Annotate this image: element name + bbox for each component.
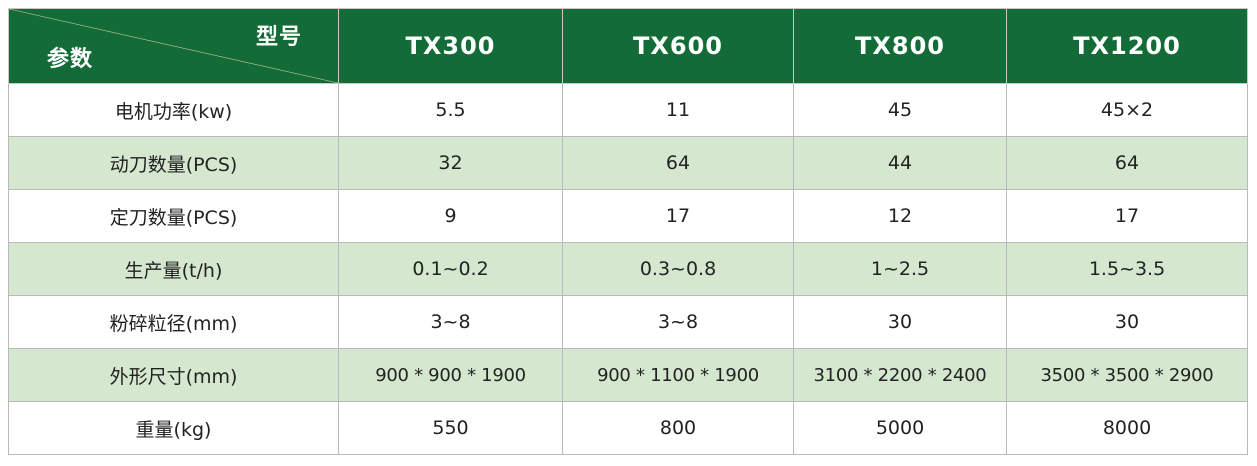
table-cell: 800 <box>562 401 794 455</box>
header-row: 型号 参数 TX300 TX600 TX800 TX1200 <box>8 8 1248 84</box>
table-cell: 64 <box>562 136 794 190</box>
table-row: 重量(kg) 550 800 5000 8000 <box>8 401 1248 455</box>
row-label: 粉碎粒径(mm) <box>8 295 339 349</box>
model-header: TX300 <box>338 8 563 84</box>
table-cell: 900 * 900 * 1900 <box>338 348 563 402</box>
table-cell: 0.1~0.2 <box>338 242 563 296</box>
model-label: 型号 <box>255 25 302 50</box>
param-label: 参数 <box>47 47 94 72</box>
table-cell: 1~2.5 <box>793 242 1007 296</box>
table-row: 电机功率(kw) 5.5 11 45 45×2 <box>8 83 1248 137</box>
row-label: 动刀数量(PCS) <box>8 136 339 190</box>
table-cell: 9 <box>338 189 563 243</box>
table-cell: 3100 * 2200 * 2400 <box>793 348 1007 402</box>
table-cell: 550 <box>338 401 563 455</box>
corner-header: 型号 参数 <box>8 8 339 84</box>
table-cell: 64 <box>1006 136 1248 190</box>
row-label: 外形尺寸(mm) <box>8 348 339 402</box>
diagonal-divider <box>9 9 338 83</box>
table-cell: 5.5 <box>338 83 563 137</box>
table-cell: 17 <box>562 189 794 243</box>
table-row: 外形尺寸(mm) 900 * 900 * 1900 900 * 1100 * 190… <box>8 348 1248 402</box>
row-label: 生产量(t/h) <box>8 242 339 296</box>
table-cell: 1.5~3.5 <box>1006 242 1248 296</box>
table-cell: 11 <box>562 83 794 137</box>
table-cell: 30 <box>793 295 1007 349</box>
row-label: 重量(kg) <box>8 401 339 455</box>
spec-table: 型号 参数 TX300 TX600 TX800 TX1200 电机功率(kw) 5… <box>8 8 1248 455</box>
table-cell: 0.3~0.8 <box>562 242 794 296</box>
table-row: 定刀数量(PCS) 9 17 12 17 <box>8 189 1248 243</box>
table-cell: 32 <box>338 136 563 190</box>
table-cell: 45 <box>793 83 1007 137</box>
table-cell: 30 <box>1006 295 1248 349</box>
model-header: TX800 <box>793 8 1007 84</box>
row-label: 定刀数量(PCS) <box>8 189 339 243</box>
table-cell: 3~8 <box>338 295 563 349</box>
table-cell: 900 * 1100 * 1900 <box>562 348 794 402</box>
table-cell: 12 <box>793 189 1007 243</box>
table-row: 生产量(t/h) 0.1~0.2 0.3~0.8 1~2.5 1.5~3.5 <box>8 242 1248 296</box>
row-label: 电机功率(kw) <box>8 83 339 137</box>
model-header: TX600 <box>562 8 794 84</box>
table-cell: 5000 <box>793 401 1007 455</box>
table-cell: 44 <box>793 136 1007 190</box>
model-header: TX1200 <box>1006 8 1248 84</box>
table-cell: 3~8 <box>562 295 794 349</box>
table-cell: 3500 * 3500 * 2900 <box>1006 348 1248 402</box>
table-row: 动刀数量(PCS) 32 64 44 64 <box>8 136 1248 190</box>
table-row: 粉碎粒径(mm) 3~8 3~8 30 30 <box>8 295 1248 349</box>
table-cell: 45×2 <box>1006 83 1248 137</box>
table-cell: 8000 <box>1006 401 1248 455</box>
table-cell: 17 <box>1006 189 1248 243</box>
